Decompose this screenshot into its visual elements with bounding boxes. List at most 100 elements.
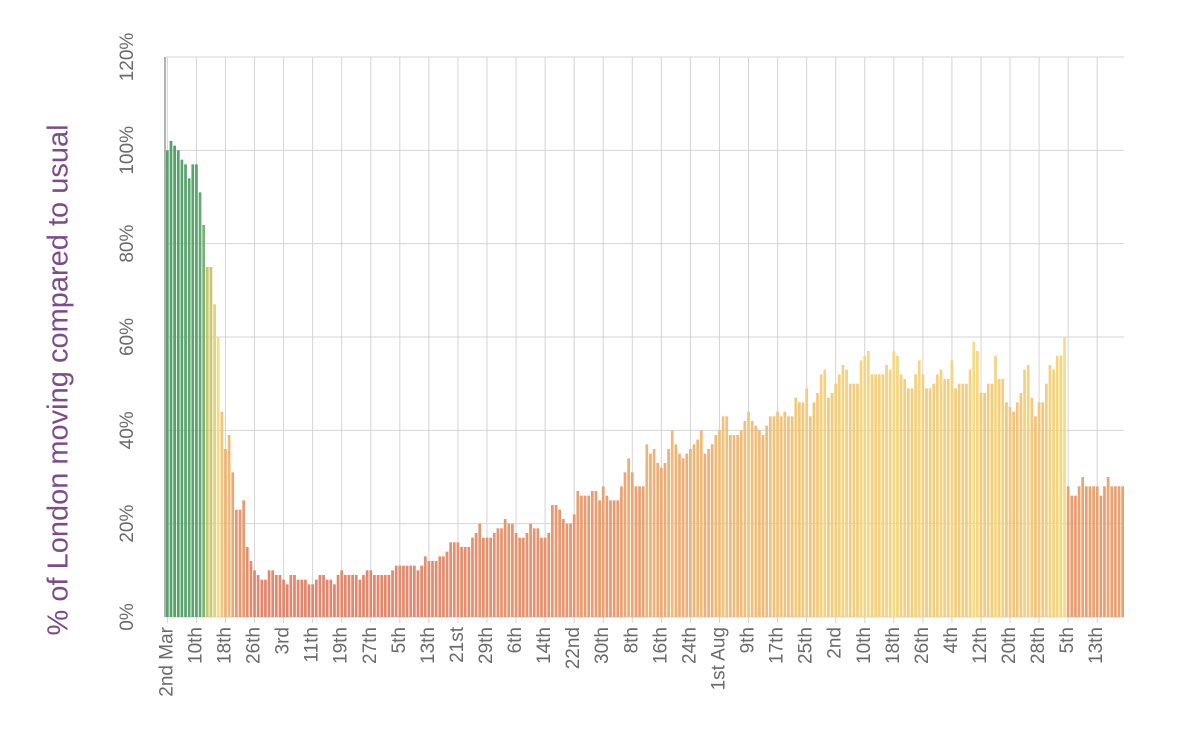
bar (176, 150, 180, 618)
bar (667, 449, 670, 617)
bar (819, 374, 823, 617)
bar (1019, 393, 1023, 617)
bar (896, 355, 899, 617)
bar (736, 435, 739, 617)
bar (957, 383, 961, 617)
bar (663, 463, 667, 617)
bar (1110, 486, 1114, 617)
x-tick-label: 6th (505, 627, 526, 653)
bar (932, 383, 936, 617)
bar (768, 416, 772, 617)
x-tick-label: 9th (738, 627, 759, 653)
y-tick-label: 20% (117, 505, 138, 543)
bar (264, 579, 267, 617)
bar (1052, 369, 1055, 617)
bar (787, 416, 790, 617)
bar (794, 397, 798, 617)
bar (376, 575, 380, 617)
bar (877, 374, 881, 617)
bar (362, 575, 365, 617)
bar (576, 491, 580, 617)
bar (779, 416, 783, 617)
bar (827, 397, 830, 617)
bar (830, 393, 834, 617)
bar (467, 547, 471, 617)
bar (184, 164, 187, 618)
bar (445, 551, 449, 617)
bar (569, 523, 572, 617)
bar (195, 164, 198, 618)
bar (1095, 486, 1099, 617)
y-tick-label: 40% (117, 411, 138, 449)
bar (623, 472, 627, 617)
bar (434, 561, 438, 617)
bar (253, 570, 256, 617)
bar (471, 537, 474, 617)
bar (369, 570, 373, 617)
x-tick-label: 28th (1028, 627, 1049, 664)
bar (514, 533, 518, 617)
x-tick-label: 5th (389, 627, 410, 653)
x-tick-label: 20th (999, 627, 1020, 664)
bar (482, 537, 485, 617)
bar (754, 425, 758, 617)
y-axis-title: % of London moving compared to usual (43, 124, 75, 635)
bar (478, 523, 482, 617)
bar (394, 565, 398, 617)
bar (260, 579, 264, 617)
bar (235, 509, 238, 617)
bar (696, 439, 700, 617)
bar (351, 575, 354, 617)
bar (859, 360, 863, 617)
x-tick-label: 13th (1086, 627, 1107, 664)
bar (1099, 495, 1103, 617)
bar (714, 435, 718, 617)
bar (213, 304, 216, 617)
bar (707, 449, 710, 617)
bar (732, 435, 736, 617)
bar (750, 421, 754, 617)
x-tick-label: 14th (534, 627, 555, 664)
bar (888, 369, 892, 617)
bar (612, 500, 616, 617)
bar (914, 374, 917, 617)
bar (928, 388, 932, 617)
bar (699, 430, 703, 617)
bar (910, 388, 914, 617)
bar (950, 360, 954, 617)
bar (1026, 365, 1030, 617)
bar (798, 402, 801, 617)
bar (551, 505, 554, 617)
bar (594, 491, 598, 617)
bar (285, 584, 289, 617)
x-tick-label: 17th (767, 627, 788, 664)
bar (442, 556, 445, 617)
bar (721, 416, 725, 617)
bar (936, 374, 939, 617)
bar (743, 421, 747, 617)
bar (358, 579, 362, 617)
bar (209, 267, 213, 617)
bar (452, 542, 456, 617)
bar (874, 374, 878, 617)
bar (391, 570, 394, 617)
bar (474, 533, 478, 617)
bar (205, 267, 209, 617)
bar (656, 463, 660, 617)
bar (845, 369, 848, 617)
bar (245, 547, 249, 617)
bar (1015, 402, 1019, 617)
bar (242, 500, 246, 617)
x-tick-label: 26th (244, 627, 265, 664)
bar (1092, 486, 1095, 617)
bar (282, 579, 285, 617)
bar (1066, 486, 1070, 617)
bar (899, 374, 903, 617)
bar (329, 579, 333, 617)
bar (267, 570, 271, 617)
bar (954, 388, 957, 617)
bar (870, 374, 874, 617)
bar (641, 486, 645, 617)
bar (500, 528, 503, 617)
y-tick-label: 120% (117, 33, 138, 82)
